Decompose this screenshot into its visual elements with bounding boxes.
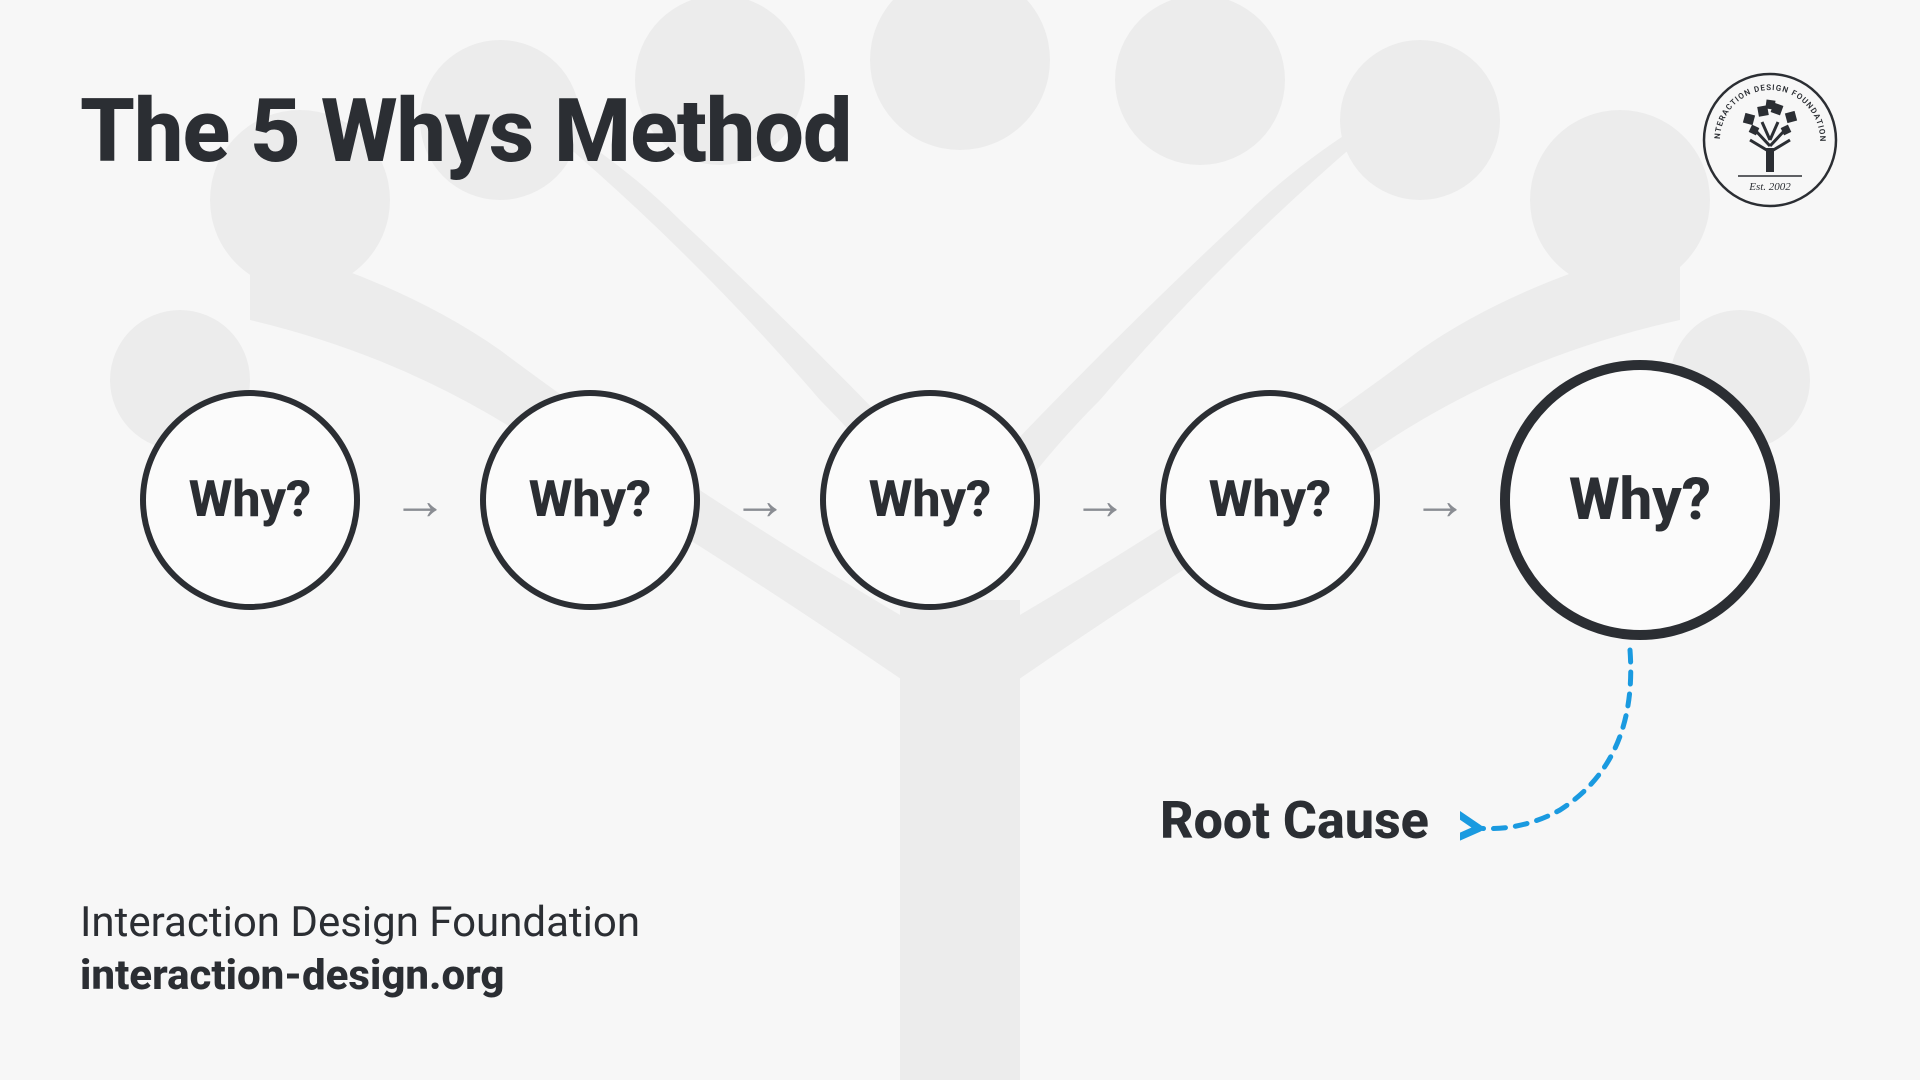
arrow-icon: → (1072, 472, 1128, 528)
page-title: The 5 Whys Method (80, 80, 851, 183)
arrow-icon: → (1412, 472, 1468, 528)
footer: Interaction Design Foundation interactio… (80, 898, 640, 1000)
why-node-5-emphasis: Why? (1500, 360, 1780, 640)
logo-bottom-text: Est. 2002 (1748, 181, 1791, 193)
why-node-4: Why? (1160, 390, 1380, 610)
footer-url: interaction-design.org (80, 951, 640, 1000)
root-cause-label: Root Cause (1160, 790, 1429, 851)
footer-org-name: Interaction Design Foundation (80, 898, 640, 947)
arrow-icon: → (732, 472, 788, 528)
root-cause-arrow (1460, 640, 1680, 860)
why-node-3-label: Why? (869, 471, 991, 529)
why-node-2: Why? (480, 390, 700, 610)
why-node-2-label: Why? (529, 471, 651, 529)
idf-logo: INTERACTION DESIGN FOUNDATION Est. 2002 (1700, 70, 1840, 210)
five-whys-diagram: Why? → Why? → Why? → Why? → Why? (0, 360, 1920, 640)
why-node-3: Why? (820, 390, 1040, 610)
why-node-5-label: Why? (1569, 466, 1711, 534)
why-node-4-label: Why? (1209, 471, 1331, 529)
why-node-1: Why? (140, 390, 360, 610)
arrow-icon: → (392, 472, 448, 528)
why-node-1-label: Why? (189, 471, 311, 529)
